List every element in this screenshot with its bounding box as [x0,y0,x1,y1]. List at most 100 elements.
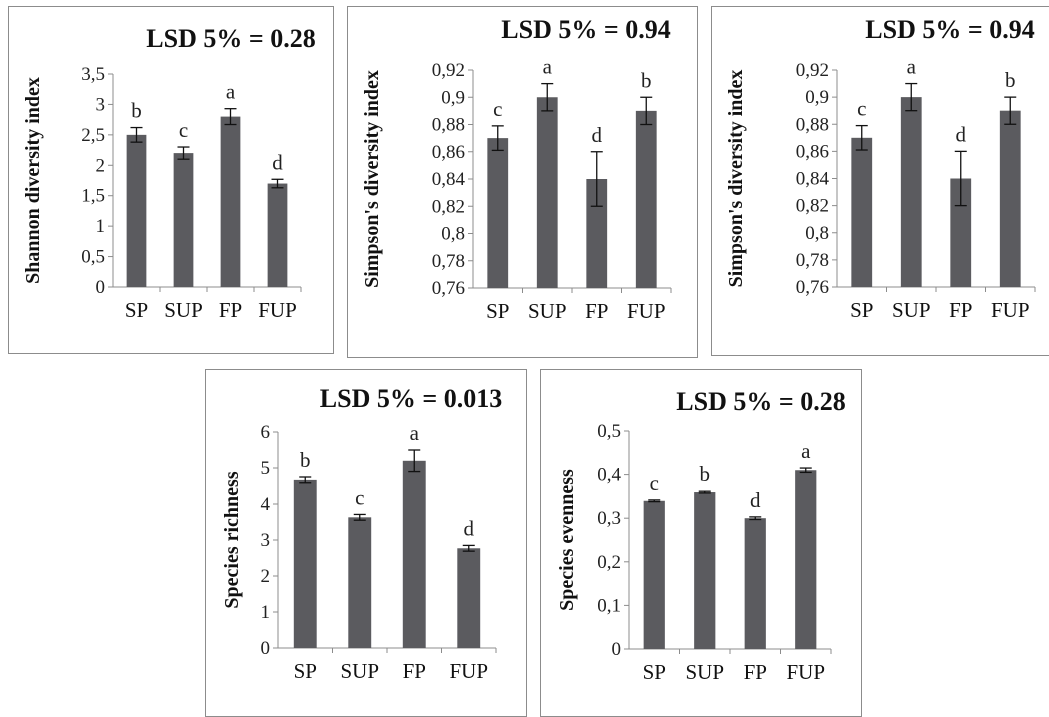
chart-panel-shannon: LSD 5% = 0.28 Shannon diversity index 0 0,5… [8,6,334,354]
x-tick-label: FUP [786,660,825,684]
significance-letter: d [750,488,761,512]
x-tick-label: SUP [892,298,931,322]
chart-title: LSD 5% = 0.28 [146,24,315,53]
significance-letter: d [592,123,603,147]
bar [293,479,317,648]
x-tick-label: SP [294,659,317,683]
chart-svg-evenness: LSD 5% = 0.28 Species evenness 0 0,1 0,2 0,3 0… [556,387,846,684]
significance-letter: a [226,80,236,104]
y-tick-label: 2,5 [81,125,105,146]
significance-letter: d [272,150,283,174]
y-tick-label: 3 [261,530,271,551]
y-tick-label: 0,78 [796,250,829,271]
y-tick-label: 1,5 [81,186,105,207]
y-tick-label: 4 [261,494,271,515]
chart-svg-shannon: LSD 5% = 0.28 Shannon diversity index 0 0,5… [22,24,316,322]
bar [900,97,922,287]
y-tick-label: 0,82 [796,196,829,217]
y-tick-label: 0,92 [432,60,465,81]
y-tick-label: 0,86 [796,141,829,162]
x-tick-label: SUP [685,660,724,684]
bar [267,183,288,287]
y-tick-label: 0,9 [805,87,829,108]
significance-letter: c [355,485,364,509]
y-tick-label: 1 [261,602,271,623]
bar [487,138,509,288]
bar [999,110,1021,287]
y-tick-label: 0,9 [441,87,465,108]
y-axis-label: Shannon diversity index [22,77,44,284]
x-tick-label: FP [949,298,972,322]
significance-letter: a [543,55,553,79]
chart-svg-richness: LSD 5% = 0.013 Species richness 0 1 2 3 4 5 6 b SP… [221,384,502,683]
x-tick-label: SP [486,299,509,323]
y-axis-label: Species richness [221,471,243,608]
significance-letter: b [300,448,311,472]
y-tick-label: 3 [96,94,106,115]
significance-letter: a [801,439,811,463]
bar [457,548,481,648]
significance-letter: d [464,516,475,540]
x-tick-label: FUP [449,659,488,683]
significance-letter: c [179,118,188,142]
chart-title: LSD 5% = 0.28 [676,387,845,416]
chart-panel-simpson-2: LSD 5% = 0.94 Simpson's diversity index 0,… [711,6,1049,356]
y-tick-label: 0,5 [81,247,105,268]
bar [536,97,558,288]
y-tick-label: 0,5 [597,421,621,442]
y-tick-label: 0,3 [597,508,621,529]
chart-panel-evenness: LSD 5% = 0.28 Species evenness 0 0,1 0,2 0,3 0… [540,369,862,717]
chart-title: LSD 5% = 0.94 [501,15,670,44]
y-tick-label: 0,92 [796,60,829,81]
x-tick-label: SUP [164,298,203,322]
chart-panel-simpson-1: LSD 5% = 0.94 Simpson's diversity index 0,… [347,6,698,358]
x-tick-label: FP [403,659,426,683]
y-axis-label: Species evenness [556,469,578,611]
y-tick-label: 0,78 [432,251,465,272]
significance-letter: b [1005,68,1016,92]
y-axis-label: Simpson's diversity index [725,70,747,288]
chart-svg-simpson-1: LSD 5% = 0.94 Simpson's diversity index 0,… [361,15,672,323]
significance-letter: b [131,99,142,123]
y-tick-label: 0 [261,638,271,659]
x-tick-label: SP [643,660,666,684]
significance-letter: d [956,122,967,146]
y-tick-label: 2 [96,155,106,176]
bar [795,470,817,649]
significance-letter: b [641,68,652,92]
x-tick-label: FUP [627,299,666,323]
y-tick-label: 0,88 [796,114,829,135]
y-tick-label: 0 [612,639,622,660]
y-tick-label: 0,82 [432,196,465,217]
bar [744,518,766,649]
significance-letter: c [493,97,502,121]
significance-letter: c [650,471,659,495]
significance-letter: a [907,55,917,79]
y-tick-label: 0,86 [432,142,465,163]
significance-letter: b [700,462,711,486]
x-tick-label: FP [744,660,767,684]
significance-letter: a [410,421,420,445]
y-tick-label: 3,5 [81,64,105,85]
y-tick-label: 0,2 [597,552,621,573]
chart-svg-simpson-2: LSD 5% = 0.94 Simpson's diversity index 0,… [725,15,1036,322]
y-tick-label: 2 [261,566,271,587]
y-tick-label: 0,1 [597,595,621,616]
bar [173,153,194,287]
y-tick-label: 0 [96,277,106,298]
bar [643,500,665,649]
bar [694,492,716,649]
y-tick-label: 0,84 [432,169,466,190]
bar [126,134,147,287]
y-tick-label: 1 [96,216,106,237]
significance-letter: c [857,97,866,121]
y-tick-label: 0,8 [805,223,829,244]
y-tick-label: 0,76 [432,278,465,299]
y-tick-label: 0,76 [796,277,829,298]
bar [402,460,426,648]
y-axis-label: Simpson's diversity index [361,70,383,288]
y-tick-label: 0,88 [432,115,465,136]
y-tick-label: 0,4 [597,465,621,486]
x-tick-label: SP [125,298,148,322]
x-tick-label: SP [850,298,873,322]
